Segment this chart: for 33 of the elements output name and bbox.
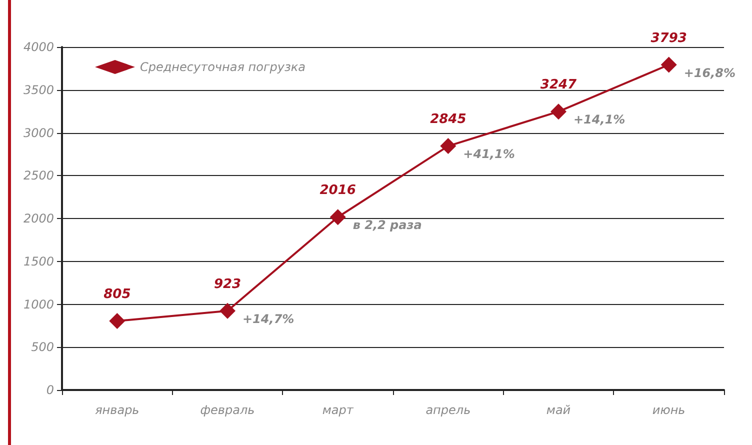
annotation: +14,1% — [574, 112, 626, 127]
annotation: +16,8% — [684, 66, 736, 80]
legend-label: Среднесуточная погрузка — [140, 60, 306, 74]
y-tick-label: 3000 — [23, 126, 54, 140]
point — [109, 312, 126, 329]
x-tick-label: февраль — [200, 403, 255, 417]
data-label: 2845 — [430, 112, 466, 128]
point — [330, 209, 346, 226]
point — [550, 104, 566, 120]
annotation: +41,1% — [463, 147, 515, 162]
x-tick-label: июнь — [652, 403, 686, 417]
y-tick-label: 3500 — [23, 82, 54, 97]
y-tick-label: 500 — [31, 340, 54, 354]
annotation: в 2,2 раза — [352, 218, 422, 232]
data-label: 805 — [104, 286, 131, 302]
x-tick-label: март — [322, 403, 354, 417]
data-label: 923 — [214, 276, 242, 292]
y-tick-label: 4000 — [23, 40, 54, 54]
y-tick-label: 2000 — [23, 212, 54, 226]
y-tick-label: 1000 — [23, 297, 54, 312]
x-tick-label: апрель — [426, 403, 471, 417]
point — [440, 138, 456, 154]
data-label: 2016 — [320, 183, 356, 198]
data-label: 3793 — [650, 30, 687, 46]
y-tick-label: 2500 — [23, 168, 54, 183]
point — [660, 56, 677, 73]
y-tick-label: 1500 — [23, 254, 54, 268]
point — [220, 302, 236, 319]
x-tick-label: май — [546, 403, 571, 417]
y-tick-label: 0 — [46, 383, 54, 397]
x-tick-label: январь — [95, 403, 140, 417]
annotation: +14,7% — [242, 312, 294, 326]
data-label: 3247 — [540, 78, 578, 93]
